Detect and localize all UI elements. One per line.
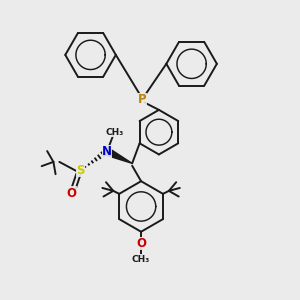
- Text: CH₃: CH₃: [105, 128, 124, 137]
- Text: CH₃: CH₃: [132, 255, 150, 264]
- Text: N: N: [102, 145, 112, 158]
- Text: P: P: [138, 93, 147, 106]
- Text: O: O: [67, 187, 77, 200]
- Polygon shape: [105, 148, 132, 164]
- Text: S: S: [76, 164, 84, 177]
- Text: O: O: [136, 237, 146, 250]
